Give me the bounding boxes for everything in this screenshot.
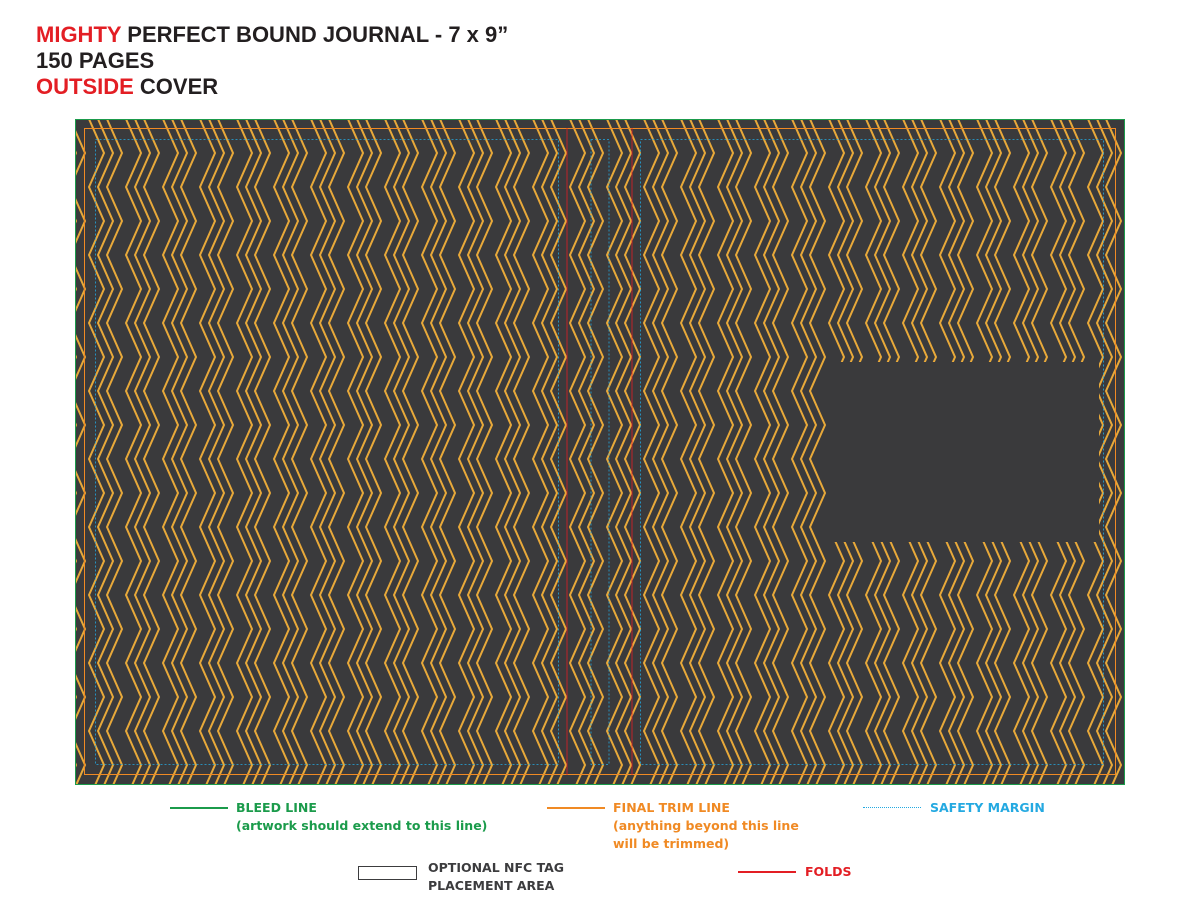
bleed-legend-title: BLEED LINE [236, 800, 317, 815]
pattern-stroke [318, 119, 337, 785]
pattern-stroke [87, 119, 106, 785]
trim-legend-swatch [547, 807, 605, 809]
pattern-stroke [179, 119, 198, 785]
title-line-1: MIGHTY PERFECT BOUND JOURNAL - 7 x 9” [36, 22, 508, 48]
pattern-stroke [586, 119, 605, 785]
pattern-stroke [503, 119, 522, 785]
bleed-line [75, 119, 1125, 785]
pattern-stroke [105, 119, 124, 785]
trim-legend-note-2: will be trimmed) [613, 836, 730, 851]
pattern-stroke [383, 119, 402, 785]
pattern-stroke [355, 119, 374, 785]
pattern-stroke [96, 119, 115, 785]
pattern-stroke [281, 119, 300, 785]
pattern-stroke [494, 119, 513, 785]
pattern-stroke [614, 119, 633, 785]
cover-artwork [75, 119, 1125, 785]
pattern-stroke [207, 119, 226, 785]
pattern-stroke [420, 119, 439, 785]
pattern-stroke [327, 119, 346, 785]
nfc-placement-area [827, 362, 1099, 542]
pattern-stroke [512, 119, 531, 785]
pattern-stroke [734, 119, 753, 785]
pattern-stroke [697, 119, 716, 785]
pattern-stroke [272, 119, 291, 785]
pattern-stroke [142, 119, 161, 785]
pattern-stroke [346, 119, 365, 785]
pattern-stroke [577, 119, 596, 785]
pattern-stroke [808, 119, 827, 785]
pattern-stroke [401, 119, 420, 785]
pattern-stroke [540, 119, 559, 785]
trim-line [84, 128, 1116, 775]
bleed-legend-swatch [170, 807, 228, 809]
pattern-stroke [623, 119, 642, 785]
folds-legend-swatch [738, 871, 796, 873]
pattern-stroke [799, 119, 818, 785]
pattern-stroke [762, 119, 781, 785]
pattern-stroke [198, 119, 217, 785]
title-accent-outside: OUTSIDE [36, 74, 134, 99]
pattern-stroke [75, 127, 87, 785]
safety-legend-swatch [863, 807, 921, 808]
pattern-stroke [392, 119, 411, 785]
folds-legend-title: FOLDS [805, 864, 852, 879]
pattern-stroke [124, 119, 143, 785]
pattern-stroke [290, 119, 309, 785]
pattern-stroke [605, 119, 624, 785]
pattern-stroke [364, 119, 383, 785]
safety-margin-spine [590, 139, 610, 765]
pattern-stroke [679, 119, 698, 785]
title-accent-mighty: MIGHTY [36, 22, 122, 47]
pattern-stroke [790, 119, 809, 785]
pattern-stroke [161, 119, 180, 785]
pattern-stroke [133, 119, 152, 785]
title-line-2: 150 PAGES [36, 48, 155, 73]
pattern-stroke [466, 119, 485, 785]
pattern-stroke [716, 119, 735, 785]
pattern-stroke [309, 119, 328, 785]
pattern-stroke [753, 119, 772, 785]
pattern-stroke [244, 119, 263, 785]
pattern-stroke [568, 119, 587, 785]
title-cover: COVER [133, 74, 219, 99]
safety-legend-title: SAFETY MARGIN [930, 800, 1045, 815]
pattern-stroke [429, 119, 448, 785]
nfc-legend-line-1: OPTIONAL NFC TAG [428, 860, 565, 875]
pattern-stroke [725, 119, 744, 785]
nfc-legend-line-2: PLACEMENT AREA [428, 878, 555, 893]
pattern-stroke [1095, 119, 1114, 785]
pattern-stroke [475, 119, 494, 785]
title-product: PERFECT BOUND JOURNAL - 7 x 9” [121, 22, 509, 47]
template-title: MIGHTY PERFECT BOUND JOURNAL - 7 x 9” 15… [36, 22, 508, 100]
pattern-stroke [642, 119, 661, 785]
title-line-3: OUTSIDE COVER [36, 74, 508, 100]
trim-legend-title: FINAL TRIM LINE [613, 800, 730, 815]
pattern-stroke [660, 119, 679, 785]
bleed-legend-note: (artwork should extend to this line) [236, 818, 488, 833]
pattern-stroke [216, 119, 235, 785]
pattern-stroke [688, 119, 707, 785]
pattern-stroke [170, 119, 189, 785]
pattern-stroke [771, 119, 790, 785]
pattern-stroke [253, 119, 272, 785]
trim-legend-note-1: (anything beyond this line [613, 818, 799, 833]
pattern-stroke [457, 119, 476, 785]
pattern-stroke [438, 119, 457, 785]
pattern-stroke [651, 119, 670, 785]
pattern-stroke [1104, 119, 1123, 785]
nfc-legend-swatch [358, 866, 417, 880]
pattern-stroke [235, 119, 254, 785]
pattern-stroke [531, 119, 550, 785]
